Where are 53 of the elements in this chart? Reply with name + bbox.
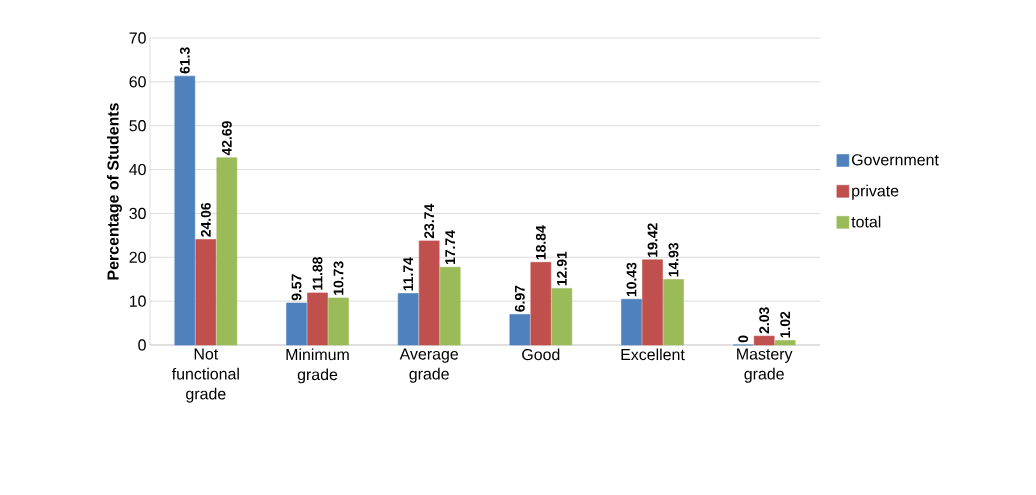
data-label: 17.74 (445, 230, 455, 265)
data-label: 11.88 (312, 256, 323, 290)
data-label: 24.06 (200, 202, 211, 237)
data-label: 12.91 (556, 251, 567, 286)
legend-label: Government (851, 154, 939, 166)
x-tick-label: Good (522, 348, 560, 361)
y-tick-label: 0 (138, 339, 146, 351)
data-label: 2.03 (759, 307, 770, 334)
data-label: 10.73 (333, 261, 344, 295)
data-label: 19.42 (647, 223, 658, 257)
y-tick-label: 50 (129, 120, 146, 132)
y-tick-label: 60 (129, 76, 146, 88)
x-tick-label: Average grade (399, 348, 458, 383)
data-label: 42.69 (221, 121, 232, 156)
data-label: 23.74 (424, 203, 435, 239)
x-tick-label: Excellent (621, 348, 685, 361)
data-label: 11.74 (403, 257, 413, 291)
data-label: 1.02 (780, 311, 791, 338)
y-tick-label: 70 (129, 32, 146, 44)
data-label: 61.3 (179, 47, 190, 74)
bar (418, 240, 440, 346)
y-tick-label: 20 (129, 251, 146, 263)
data-label: 18.84 (535, 225, 546, 260)
y-tick-label: 10 (129, 295, 146, 307)
bar (621, 298, 642, 346)
bar (397, 293, 419, 346)
legend-label: private (852, 184, 899, 200)
data-label: 9.57 (291, 274, 302, 301)
bar (663, 279, 684, 346)
legend-label: total (851, 215, 881, 228)
bar (286, 302, 307, 346)
y-axis-title: Percentage of Students (106, 103, 122, 280)
data-label: 14.93 (668, 242, 679, 277)
bar (509, 314, 531, 346)
bar (216, 157, 238, 346)
bar (753, 335, 775, 346)
x-tick-label: Mastery grade (737, 348, 793, 383)
bar (642, 259, 663, 346)
bar (195, 239, 217, 346)
bar (174, 75, 196, 346)
bar (307, 292, 328, 346)
data-label: 0 (738, 335, 749, 343)
data-label: 6.97 (514, 285, 525, 312)
data-label: 10.43 (626, 262, 637, 297)
bar (439, 266, 461, 346)
bar (530, 262, 552, 346)
bar (551, 288, 573, 346)
x-tick-label: Not functional grade (171, 348, 239, 403)
x-tick-label: Minimum grade (286, 348, 349, 384)
bar (774, 340, 796, 346)
bar (328, 297, 349, 346)
y-tick-label: 40 (129, 163, 146, 176)
y-tick-label: 30 (129, 207, 146, 220)
